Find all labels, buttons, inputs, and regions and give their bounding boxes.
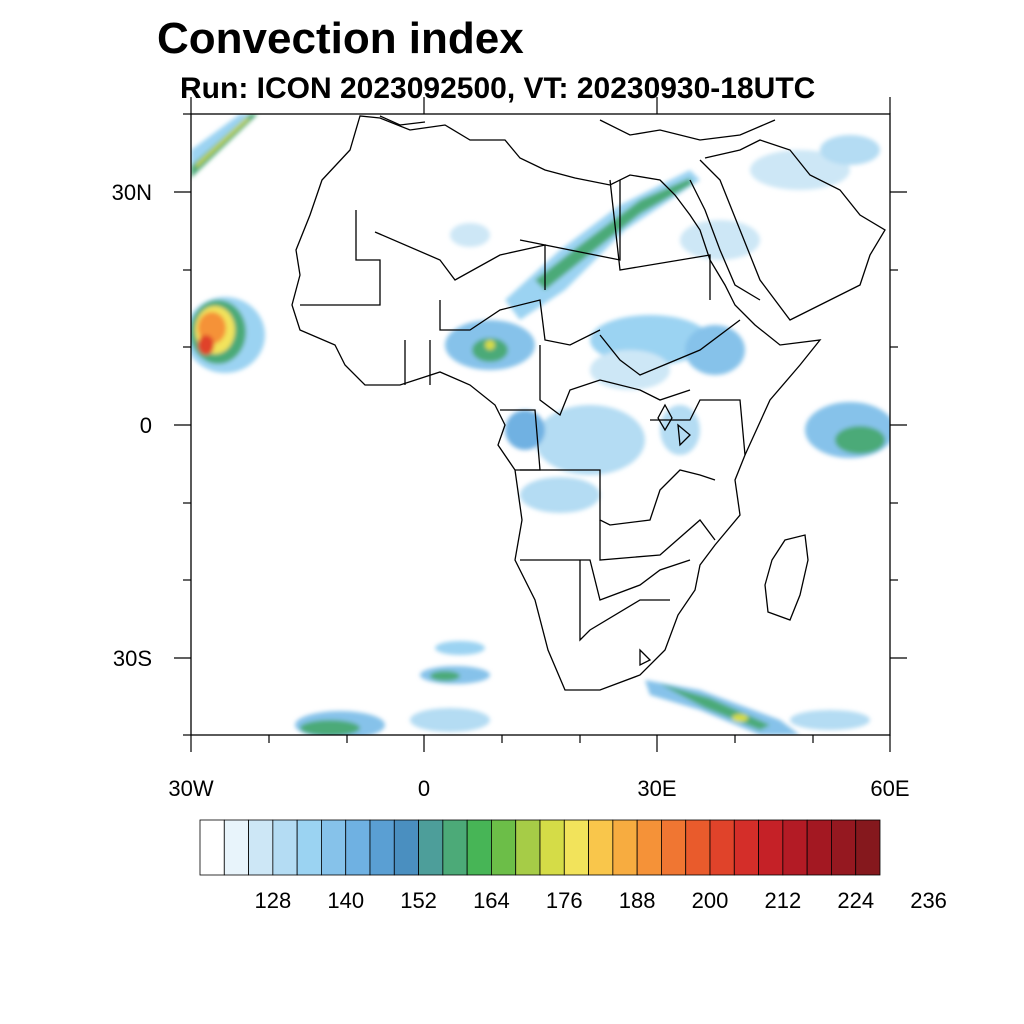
colorbar-swatch: [418, 819, 444, 876]
colorbar-swatch: [199, 819, 225, 876]
colorbar-tick-label: 164: [473, 888, 510, 913]
convection-field: [191, 114, 890, 735]
lat-label-30s: 30S: [112, 646, 152, 671]
axis-ticks: [174, 97, 907, 752]
coastlines-and-borders: [291, 115, 886, 691]
colorbar: [199, 819, 881, 876]
colorbar-swatch: [612, 819, 638, 876]
colorbar-swatch: [539, 819, 565, 876]
colorbar-swatch: [345, 819, 371, 876]
colorbar-tick-label: 188: [618, 888, 656, 913]
colorbar-swatch: [685, 819, 711, 876]
colorbar-swatch: [709, 819, 735, 876]
colorbar-swatch: [491, 819, 517, 876]
colorbar-swatch: [223, 819, 249, 876]
colorbar-tick-label: 152: [400, 888, 437, 913]
colorbar-swatch: [563, 819, 589, 876]
lat-label-30n: 30N: [111, 180, 152, 205]
lon-label-60e: 60E: [870, 776, 910, 801]
colorbar-swatch: [515, 819, 541, 876]
colorbar-swatch: [393, 819, 419, 876]
colorbar-swatch: [321, 819, 347, 876]
colorbar-swatch: [782, 819, 808, 876]
colorbar-tick-label: 128: [254, 888, 292, 913]
colorbar-swatch: [758, 819, 784, 876]
colorbar-tick-label: 140: [327, 888, 365, 913]
colorbar-tick-label: 176: [545, 888, 583, 913]
map-title: Convection index: [157, 14, 524, 63]
colorbar-tick-label: 200: [691, 888, 729, 913]
colorbar-swatch: [831, 819, 857, 876]
colorbar-swatch: [248, 819, 274, 876]
colorbar-swatch: [806, 819, 832, 876]
colorbar-swatch: [272, 819, 298, 876]
colorbar-swatch: [296, 819, 322, 876]
colorbar-swatch: [588, 819, 614, 876]
colorbar-swatch: [369, 819, 395, 876]
colorbar-swatch: [466, 819, 492, 876]
colorbar-swatch: [442, 819, 468, 876]
lon-label-30w: 30W: [168, 776, 214, 801]
lon-label-0: 0: [417, 776, 431, 801]
map-subtitle: Run: ICON 2023092500, VT: 20230930-18UTC: [180, 72, 816, 105]
colorbar-tick-label: 236: [910, 888, 947, 913]
colorbar-swatch: [636, 819, 662, 876]
colorbar-tick-label: 224: [837, 888, 875, 913]
colorbar-swatch: [733, 819, 759, 876]
lat-label-0: 0: [139, 413, 152, 438]
colorbar-swatch: [855, 819, 881, 876]
lon-label-30e: 30E: [637, 776, 677, 801]
colorbar-tick-label: 212: [764, 888, 802, 913]
colorbar-swatch: [661, 819, 687, 876]
